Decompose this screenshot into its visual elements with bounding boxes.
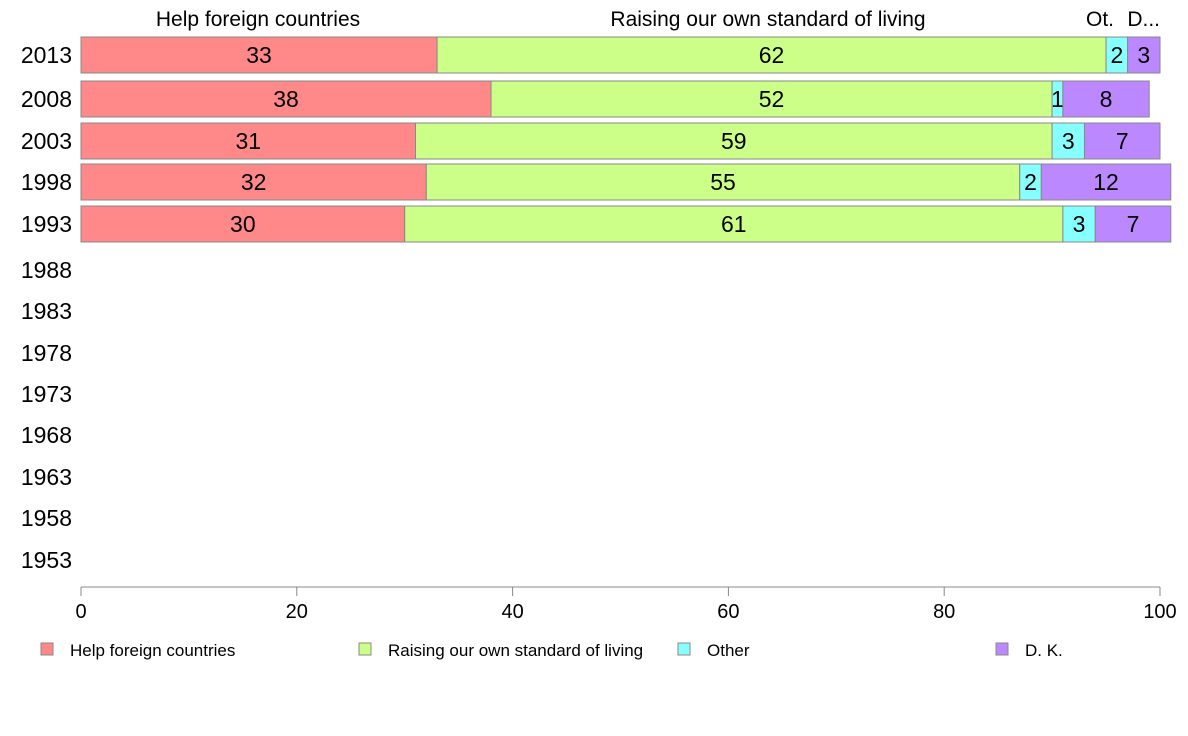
bar-segment [425,163,1021,201]
data-label: 62 [759,42,785,68]
x-tick-label: 0 [75,601,86,623]
data-label: 7 [1127,211,1140,237]
bar-segment [414,122,1053,160]
year-label: 2013 [21,42,72,68]
x-tick-label: 80 [933,601,955,623]
year-label: 2003 [21,128,72,154]
year-label: 1958 [21,505,72,531]
data-label: 12 [1093,169,1119,195]
legend-label: Other [707,641,750,660]
data-label: 31 [235,128,261,154]
year-label: 1968 [21,422,72,448]
x-tick-label: 40 [501,601,523,623]
data-label: 2 [1110,42,1123,68]
data-label: 3 [1062,128,1075,154]
year-label: 1963 [21,464,72,490]
legend-swatch [358,642,372,656]
legend: Help foreign countries Raising our own st… [40,641,1063,660]
bar-segment [1040,163,1172,201]
data-label: 30 [230,211,256,237]
bar-segment [1062,205,1096,243]
data-label: 8 [1100,86,1113,112]
year-label: 1978 [21,340,72,366]
bar-segment [80,36,438,74]
column-header: Raising our own standard of living [610,8,925,31]
data-label: 38 [273,86,299,112]
x-tick-label: 60 [717,601,739,623]
column-headers: Help foreign countries Raising our own st… [156,8,1160,31]
legend-swatch [995,642,1009,656]
legend-swatch [40,642,54,656]
year-label: 1988 [21,257,72,283]
bar-segment [490,80,1053,118]
legend-label: D. K. [1025,641,1063,660]
x-tick-label: 100 [1143,601,1176,623]
year-labels: 2013 2008 2003 1998 1993 1988 1983 1978 1973 1968… [21,42,72,573]
data-label: 61 [721,211,747,237]
bar-segment [80,205,406,243]
bar-segment [80,80,492,118]
year-label: 1953 [21,547,72,573]
bar-segment [80,122,416,160]
year-label: 1993 [21,211,72,237]
data-label: 1 [1051,86,1064,112]
data-label: 52 [759,86,785,112]
year-label: 1983 [21,298,72,324]
column-header: Help foreign countries [156,8,360,31]
data-label: 33 [246,42,272,68]
column-header: Ot. [1086,8,1114,31]
legend-swatch [677,642,691,656]
bar-segment [80,163,427,201]
data-label: 32 [241,169,267,195]
data-label: 55 [710,169,736,195]
bar-segment [404,205,1064,243]
data-label: 2 [1024,169,1037,195]
data-label: 7 [1116,128,1129,154]
year-label: 1973 [21,381,72,407]
bar-segment [436,36,1107,74]
year-label: 2008 [21,86,72,112]
data-label: 59 [721,128,747,154]
legend-label: Help foreign countries [70,641,235,660]
bar-segment [1062,80,1150,118]
bar-segment [1083,122,1161,160]
legend-label: Raising our own standard of living [388,641,643,660]
bar-segment [1127,36,1161,74]
data-label: 3 [1073,211,1086,237]
x-tick-label: 20 [286,601,308,623]
data-label: 3 [1137,42,1150,68]
bar-segment [1094,205,1172,243]
year-label: 1998 [21,169,72,195]
column-header: D... [1127,8,1160,31]
x-axis: 0 20 40 60 80 100 [75,586,1177,623]
